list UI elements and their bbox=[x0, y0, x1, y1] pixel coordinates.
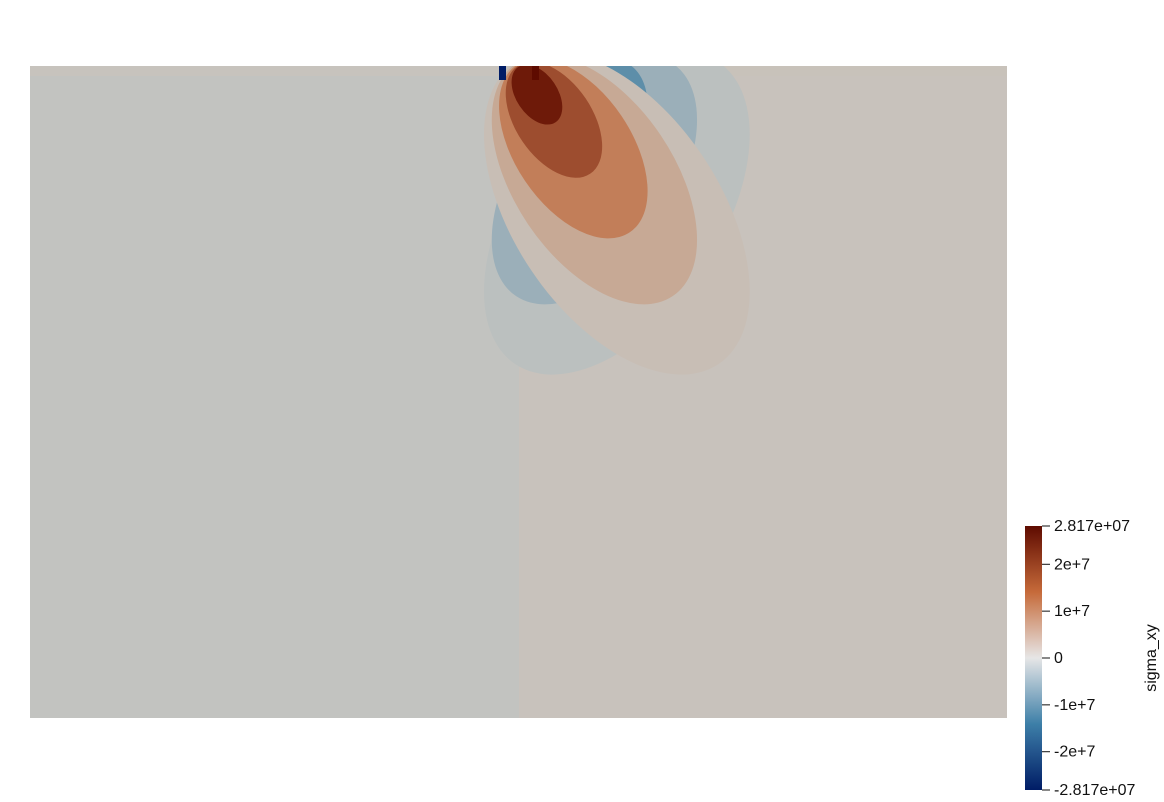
colorbar-tick-label: 1e+7 bbox=[1054, 603, 1090, 620]
surface-strip-right bbox=[519, 66, 1007, 76]
colorbar-ticks: 2.817e+07 2e+7 1e+7 0 -1e+7 -2e+7 -2.817e+07 bbox=[1042, 518, 1136, 799]
colorbar-tick-label: 2e+7 bbox=[1054, 556, 1090, 573]
positive-lobe bbox=[484, 66, 750, 375]
stress-field-plot bbox=[30, 66, 1007, 718]
load-peak-positive bbox=[532, 66, 539, 80]
colorbar-tick-label: -1e+7 bbox=[1054, 697, 1095, 714]
positive-lobe-contour bbox=[511, 66, 563, 125]
colorbar-title: sigma_xy bbox=[1143, 624, 1160, 692]
colorbar-gradient bbox=[1025, 526, 1042, 790]
colorbar-tick-label: 0 bbox=[1054, 650, 1063, 667]
colorbar: 2.817e+07 2e+7 1e+7 0 -1e+7 -2e+7 -2.817e+07 s… bbox=[1025, 518, 1160, 799]
colorbar-tick-label: -2e+7 bbox=[1054, 744, 1095, 761]
colorbar-tick-label: -2.817e+07 bbox=[1054, 782, 1136, 799]
colorbar-tick-label: 2.817e+07 bbox=[1054, 518, 1130, 535]
surface-strip-left bbox=[30, 66, 519, 76]
background-left-region bbox=[30, 66, 519, 718]
load-peak-negative bbox=[499, 66, 506, 80]
